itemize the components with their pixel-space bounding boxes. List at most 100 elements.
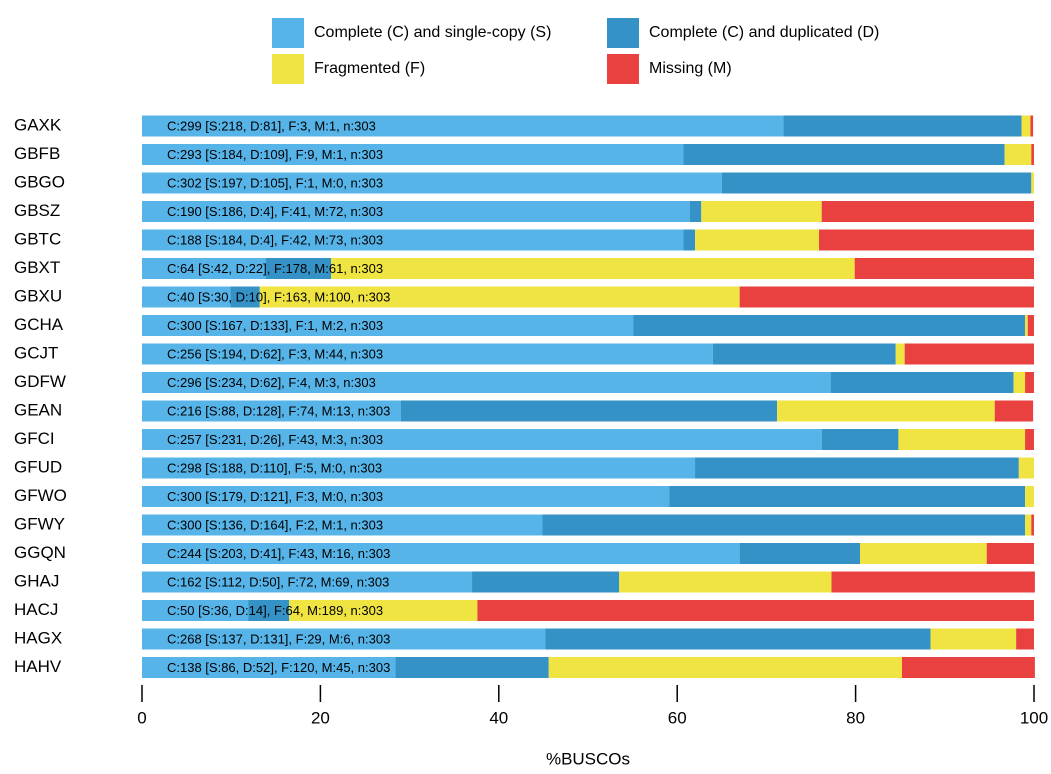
bar-segment: [821, 201, 1034, 222]
bar-segment: [895, 343, 905, 365]
bar-label: C:300 [S:136, D:164], F:2, M:1, n:303: [167, 517, 383, 532]
bar-segment: [542, 514, 1026, 536]
y-tick-label: GAXK: [14, 115, 62, 134]
bar-label: C:190 [S:186, D:4], F:41, M:72, n:303: [167, 204, 383, 219]
bar-segment: [689, 201, 702, 222]
bar-label: C:296 [S:234, D:62], F:4, M:3, n:303: [167, 375, 376, 390]
bar-segment: [1031, 172, 1034, 194]
bar-segment: [477, 600, 1035, 621]
bar-segment: [265, 258, 332, 279]
bar-segment: [1025, 429, 1034, 450]
bar-segment: [633, 315, 1026, 336]
bar-label: C:162 [S:112, D:50], F:72, M:69, n:303: [167, 574, 389, 589]
bar-segment: [712, 343, 896, 365]
bar-label: C:64 [S:42, D:22], F:178, M:61, n:303: [167, 261, 383, 276]
bar-label: C:300 [S:167, D:133], F:1, M:2, n:303: [167, 318, 383, 333]
bar-segment: [854, 258, 1034, 279]
bar-segment: [142, 657, 396, 678]
bar-segment: [777, 400, 995, 422]
x-tick-label: 60: [668, 708, 687, 727]
y-tick-label: GBGO: [14, 172, 65, 191]
bar-segment: [142, 457, 696, 479]
bar-segment: [142, 400, 401, 422]
bar-segment: [695, 457, 1019, 479]
bar-segment: [930, 628, 1017, 650]
x-tick-label: 0: [137, 708, 146, 727]
y-tick-label: HAHV: [14, 657, 62, 676]
bar-segment: [1025, 315, 1028, 336]
bar-segment: [1004, 144, 1032, 165]
y-tick-label: GDFW: [14, 372, 66, 391]
bar-segment: [1013, 372, 1026, 393]
bar-label: C:298 [S:188, D:110], F:5, M:0, n:303: [167, 460, 382, 475]
bar-segment: [142, 286, 231, 308]
bar-segment: [142, 429, 822, 450]
y-tick-label: GFCI: [14, 429, 55, 448]
bar-segment: [142, 144, 684, 165]
bar-segment: [142, 315, 634, 336]
bar-segment: [739, 286, 1034, 308]
bar-segment: [142, 229, 684, 251]
bar-segment: [230, 286, 260, 308]
bar-segment: [331, 258, 855, 279]
bar-segment: [259, 286, 740, 308]
bar-label: C:293 [S:184, D:109], F:9, M:1, n:303: [167, 147, 383, 162]
bar-segment: [548, 657, 902, 678]
y-tick-label: GBXU: [14, 286, 62, 305]
bar-segment: [1025, 486, 1034, 507]
bar-segment: [860, 543, 987, 564]
bar-segment: [142, 628, 546, 650]
x-tick-label: 40: [489, 708, 508, 727]
legend-label: Fragmented (F): [314, 60, 425, 77]
bar-segment: [1025, 514, 1032, 536]
y-tick-label: HAGX: [14, 628, 62, 647]
bar-segment: [142, 372, 831, 393]
bar-segment: [289, 600, 478, 621]
bar-label: C:268 [S:137, D:131], F:29, M:6, n:303: [167, 631, 390, 646]
y-tick-label: GBXT: [14, 258, 60, 277]
bar-segment: [248, 600, 290, 621]
bar-segment: [142, 258, 266, 279]
y-tick-label: GFWO: [14, 486, 67, 505]
bar-label: C:302 [S:197, D:105], F:1, M:0, n:303: [167, 175, 383, 190]
bar-segment: [142, 343, 713, 365]
bar-segment: [830, 372, 1014, 393]
bar-segment: [986, 543, 1034, 564]
bar-segment: [395, 657, 549, 678]
bar-label: C:257 [S:231, D:26], F:43, M:3, n:303: [167, 432, 383, 447]
bar-segment: [819, 229, 1034, 251]
bar-segment: [683, 229, 696, 251]
y-tick-label: GBFB: [14, 144, 60, 163]
y-tick-label: GBTC: [14, 229, 61, 248]
legend-label: Complete (C) and duplicated (D): [649, 24, 879, 41]
bar-segment: [1018, 457, 1034, 479]
bar-segment: [400, 400, 778, 422]
bar-segment: [142, 600, 249, 621]
bar-segment: [1025, 372, 1034, 393]
bar-segment: [831, 571, 1035, 593]
bar-label: C:256 [S:194, D:62], F:3, M:44, n:303: [167, 346, 383, 361]
bar-segment: [1030, 115, 1034, 137]
bar-segment: [721, 172, 1032, 194]
bar-segment: [142, 571, 473, 593]
x-tick-label: 80: [846, 708, 865, 727]
y-tick-label: GGQN: [14, 543, 66, 562]
bar-label: C:50 [S:36, D:14], F:64, M:189, n:303: [167, 603, 383, 618]
bar-segment: [683, 144, 1005, 165]
bar-segment: [695, 229, 820, 251]
bar-label: C:188 [S:184, D:4], F:42, M:73, n:303: [167, 232, 383, 247]
bar-label: C:299 [S:218, D:81], F:3, M:1, n:303: [167, 118, 376, 133]
bar-label: C:216 [S:88, D:128], F:74, M:13, n:303: [167, 403, 390, 418]
y-tick-label: HACJ: [14, 600, 58, 619]
bar-segment: [1031, 514, 1034, 536]
bar-segment: [701, 201, 822, 222]
x-axis-label: %BUSCOs: [546, 749, 630, 768]
bar-segment: [142, 543, 740, 564]
bar-segment: [783, 115, 1022, 137]
bar-segment: [619, 571, 832, 593]
bar-segment: [142, 486, 670, 507]
bar-segment: [142, 514, 543, 536]
bar-segment: [904, 343, 1034, 365]
y-tick-label: GHAJ: [14, 571, 59, 590]
x-tick-label: 100: [1020, 708, 1048, 727]
